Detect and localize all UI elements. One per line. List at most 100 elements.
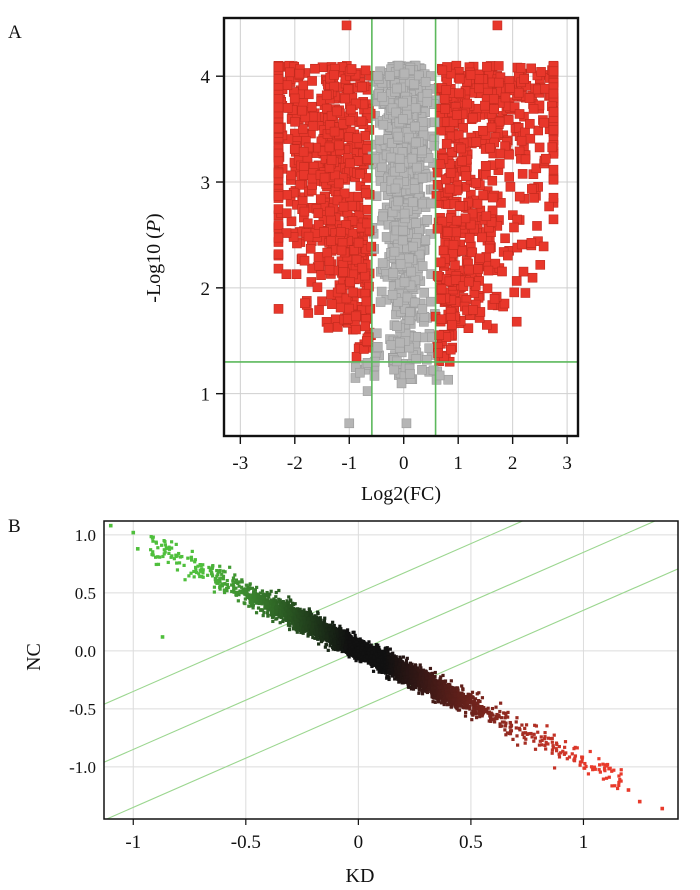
volcano-point-significant	[436, 294, 446, 304]
volcano-point-significant	[307, 101, 317, 112]
volcano-point-significant	[273, 204, 284, 214]
scatter-point	[261, 613, 265, 618]
scatter-point	[405, 680, 410, 684]
volcano-point-significant	[336, 245, 347, 256]
scatter-point	[216, 572, 220, 577]
scatter-point	[253, 588, 258, 592]
volcano-point-significant	[316, 96, 326, 107]
volcano-point-significant	[464, 264, 474, 275]
volcano-point-significant	[326, 236, 336, 246]
volcano-point-significant	[360, 130, 370, 141]
volcano-point-significant	[489, 104, 499, 114]
volcano-point-significant	[312, 282, 323, 293]
scatter-point	[193, 560, 197, 564]
volcano-point-nonsignificant	[384, 71, 395, 81]
volcano-point-significant	[445, 344, 456, 355]
volcano-point-significant	[533, 125, 544, 136]
volcano-point-significant	[504, 149, 514, 160]
scatter-diagonal-line	[104, 521, 657, 763]
volcano-point-significant	[438, 245, 449, 256]
scatter-point	[274, 617, 278, 621]
volcano-point-significant	[273, 249, 284, 260]
volcano-point-significant	[441, 138, 452, 149]
volcano-point-significant	[534, 142, 545, 153]
scatter-point	[243, 601, 247, 606]
volcano-point-significant	[362, 154, 373, 164]
scatter-point	[532, 739, 536, 743]
scatter-point	[462, 705, 466, 710]
volcano-point-significant	[355, 169, 365, 179]
volcano-point-nonsignificant	[409, 184, 420, 194]
volcano-point-nonsignificant	[417, 261, 428, 271]
scatter-diagonal-line	[104, 521, 524, 705]
volcano-point-significant	[332, 106, 342, 117]
volcano-point-significant	[464, 276, 474, 287]
volcano-point-significant	[432, 223, 443, 234]
volcano-point-significant	[511, 316, 522, 327]
volcano-point-significant	[477, 232, 487, 243]
volcano-point-significant	[286, 170, 296, 181]
volcano-point-nonsignificant	[424, 343, 434, 354]
scatter-point	[420, 692, 425, 696]
scatter-point	[604, 776, 609, 780]
volcano-point-nonsignificant	[411, 218, 421, 228]
scatter-point	[218, 584, 222, 588]
volcano-point-significant	[360, 321, 371, 332]
volcano-point-significant	[317, 296, 327, 307]
scatter-point	[234, 578, 239, 582]
scatter-point	[153, 555, 158, 559]
volcano-point-nonsignificant	[443, 374, 453, 385]
volcano-x-tick-label: -1	[341, 453, 357, 474]
volcano-point-nonsignificant	[392, 321, 402, 331]
volcano-point-nonsignificant	[399, 277, 410, 288]
scatter-point	[362, 640, 366, 644]
volcano-point-significant	[548, 88, 559, 99]
volcano-point-significant	[495, 148, 506, 159]
volcano-point-nonsignificant	[362, 386, 373, 396]
scatter-points	[108, 523, 665, 811]
volcano-point-nonsignificant	[378, 119, 389, 130]
volcano-point-significant	[444, 183, 455, 194]
scatter-point	[323, 645, 327, 649]
volcano-point-significant	[313, 208, 323, 219]
scatter-point	[316, 637, 320, 641]
volcano-point-significant	[299, 162, 309, 172]
volcano-point-significant	[316, 270, 326, 280]
scatter-point	[443, 700, 447, 705]
volcano-point-significant	[441, 85, 451, 95]
volcano-point-nonsignificant	[410, 103, 421, 114]
volcano-point-nonsignificant	[393, 131, 404, 142]
volcano-point-significant	[299, 206, 310, 217]
volcano-point-significant	[473, 264, 483, 274]
volcano-point-significant	[526, 63, 536, 74]
volcano-point-nonsignificant	[429, 117, 440, 128]
volcano-point-significant	[434, 330, 445, 341]
volcano-point-nonsignificant	[420, 235, 431, 246]
volcano-point-significant	[289, 93, 300, 104]
volcano-point-significant	[342, 314, 353, 324]
volcano-point-significant	[482, 61, 492, 72]
volcano-point-significant	[471, 137, 482, 147]
scatter-point	[436, 679, 440, 683]
volcano-point-significant	[298, 146, 309, 157]
volcano-point-significant	[480, 161, 491, 171]
volcano-point-significant	[353, 237, 364, 248]
volcano-y-axis-label: -Log10 (P)	[143, 213, 165, 302]
scatter-point	[499, 701, 503, 705]
scatter-point	[220, 584, 224, 588]
volcano-points	[273, 20, 559, 429]
scatter-point	[439, 675, 443, 679]
volcano-point-significant	[484, 243, 495, 254]
scatter-point	[470, 718, 474, 722]
scatter-point	[463, 695, 467, 699]
volcano-point-nonsignificant	[390, 183, 401, 194]
scatter-point	[170, 546, 174, 550]
volcano-point-nonsignificant	[417, 365, 427, 375]
volcano-point-significant	[451, 215, 462, 226]
scatter-point	[377, 645, 381, 650]
volcano-point-significant	[344, 303, 354, 314]
volcano-point-significant	[351, 324, 361, 335]
volcano-point-significant	[325, 214, 336, 225]
volcano-point-significant	[540, 83, 550, 94]
